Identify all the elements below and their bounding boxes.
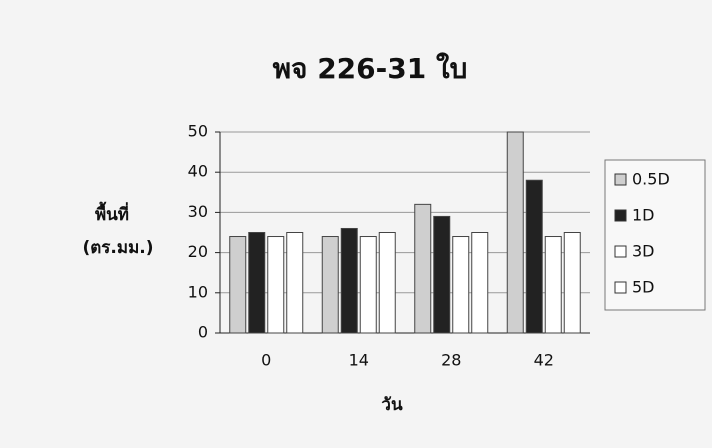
legend-swatch	[615, 174, 626, 185]
bar	[545, 237, 561, 333]
bar	[434, 216, 450, 333]
x-axis-label: วัน	[381, 395, 403, 415]
legend-swatch	[615, 282, 626, 293]
chart-title: พจ 226-31 ใบ	[273, 52, 468, 85]
legend-swatch	[615, 210, 626, 221]
bar	[453, 237, 469, 333]
y-tick-label: 0	[198, 323, 208, 342]
bar	[564, 233, 580, 334]
chart: พจ 226-31 ใบ พื้นที่ (ตร.มม.) วัน 0 10 20 3…	[0, 0, 712, 448]
bar	[360, 237, 376, 333]
bar	[415, 204, 431, 333]
bar	[526, 180, 542, 333]
y-axis-label: พื้นที่	[95, 201, 129, 225]
bar	[507, 132, 523, 333]
legend-label: 1D	[632, 206, 655, 225]
bar	[268, 237, 284, 333]
y-axis-label: (ตร.มม.)	[82, 238, 153, 258]
x-tick-label: 28	[441, 351, 461, 370]
bar	[287, 233, 303, 334]
y-tick-label: 10	[188, 282, 208, 301]
legend-label: 3D	[632, 242, 655, 261]
bar	[249, 233, 265, 334]
y-tick-label: 30	[188, 202, 208, 221]
legend-swatch	[615, 246, 626, 257]
y-tick-label: 40	[188, 162, 208, 181]
x-tick-label: 14	[349, 351, 369, 370]
y-tick-label: 50	[188, 122, 208, 141]
bar	[341, 228, 357, 333]
bar	[472, 233, 488, 334]
bar	[230, 237, 246, 333]
legend-label: 5D	[632, 278, 655, 297]
bar	[379, 233, 395, 334]
y-tick-label: 20	[188, 242, 208, 261]
x-tick-label: 0	[261, 351, 271, 370]
bar	[322, 237, 338, 333]
x-tick-label: 42	[534, 351, 554, 370]
legend-label: 0.5D	[632, 170, 670, 189]
